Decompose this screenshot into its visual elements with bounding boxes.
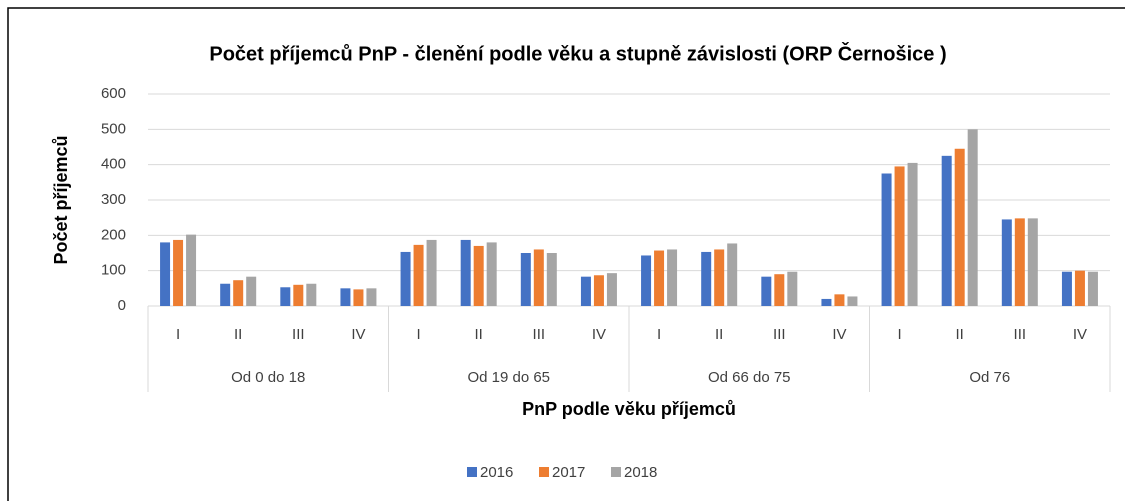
x-tick-label: II bbox=[234, 326, 242, 343]
bar bbox=[1074, 270, 1085, 306]
bar bbox=[160, 242, 171, 306]
legend-swatch bbox=[611, 467, 621, 477]
bar bbox=[353, 289, 364, 306]
x-tick-label: I bbox=[897, 326, 901, 343]
y-tick-label: 400 bbox=[101, 156, 126, 173]
bar bbox=[847, 296, 858, 306]
bar bbox=[533, 249, 544, 306]
bar bbox=[907, 162, 918, 306]
x-axis-title: PnP podle věku příjemců bbox=[522, 399, 736, 419]
bar bbox=[774, 274, 785, 306]
bar bbox=[246, 276, 257, 306]
y-tick-label: 0 bbox=[118, 297, 126, 314]
bar bbox=[821, 298, 832, 306]
bar bbox=[173, 239, 184, 306]
bar bbox=[366, 288, 377, 306]
bar bbox=[520, 253, 531, 306]
legend-swatch bbox=[467, 467, 477, 477]
bar bbox=[834, 294, 845, 306]
y-tick-label: 500 bbox=[101, 120, 126, 137]
bar bbox=[714, 249, 725, 306]
legend-label: 2018 bbox=[624, 464, 657, 481]
x-tick-label: III bbox=[773, 326, 786, 343]
bar bbox=[593, 275, 604, 306]
bar bbox=[667, 249, 678, 306]
bar bbox=[546, 253, 557, 306]
legend-label: 2016 bbox=[480, 464, 513, 481]
bar bbox=[413, 244, 424, 306]
bar bbox=[954, 148, 965, 306]
bar bbox=[787, 271, 798, 306]
bar bbox=[293, 284, 304, 306]
bar bbox=[941, 155, 952, 306]
group-label: Od 19 do 65 bbox=[467, 369, 550, 386]
bar bbox=[654, 250, 665, 306]
bar bbox=[1014, 218, 1025, 306]
x-tick-label: IV bbox=[832, 326, 846, 343]
bar bbox=[340, 288, 351, 306]
bar bbox=[460, 239, 471, 306]
group-label: Od 66 do 75 bbox=[708, 369, 791, 386]
x-tick-label: I bbox=[176, 326, 180, 343]
bar bbox=[606, 273, 617, 306]
bar bbox=[280, 287, 291, 306]
bar bbox=[641, 255, 652, 306]
bar bbox=[1027, 218, 1038, 306]
bar bbox=[761, 276, 772, 306]
bar bbox=[894, 166, 905, 306]
bar bbox=[1061, 271, 1072, 306]
bar bbox=[233, 280, 244, 306]
x-tick-label: IV bbox=[351, 326, 365, 343]
y-tick-label: 100 bbox=[101, 262, 126, 279]
y-axis-title: Počet příjemců bbox=[51, 135, 71, 264]
x-tick-label: IV bbox=[1073, 326, 1087, 343]
y-tick-label: 300 bbox=[101, 191, 126, 208]
bar bbox=[473, 245, 484, 306]
bar bbox=[186, 234, 197, 306]
bar bbox=[967, 129, 978, 306]
group-label: Od 76 bbox=[969, 369, 1010, 386]
bar bbox=[727, 243, 738, 306]
x-tick-label: III bbox=[1014, 326, 1027, 343]
x-tick-label: I bbox=[416, 326, 420, 343]
bar bbox=[306, 283, 317, 306]
chart-title: Počet příjemců PnP - členění podle věku … bbox=[209, 41, 946, 65]
bar bbox=[1087, 271, 1098, 306]
y-tick-label: 200 bbox=[101, 226, 126, 243]
x-tick-label: II bbox=[956, 326, 964, 343]
legend-label: 2017 bbox=[552, 464, 585, 481]
x-tick-label: I bbox=[657, 326, 661, 343]
x-tick-label: II bbox=[715, 326, 723, 343]
bar bbox=[486, 242, 497, 306]
bar bbox=[400, 251, 411, 306]
bar bbox=[220, 283, 231, 306]
group-label: Od 0 do 18 bbox=[231, 369, 305, 386]
bar bbox=[580, 276, 591, 306]
y-tick-label: 600 bbox=[101, 85, 126, 102]
bar bbox=[426, 239, 437, 306]
x-tick-label: IV bbox=[592, 326, 606, 343]
bar bbox=[1001, 219, 1012, 306]
bar bbox=[881, 173, 892, 306]
x-tick-label: III bbox=[533, 326, 546, 343]
bar bbox=[701, 251, 712, 306]
legend-swatch bbox=[539, 467, 549, 477]
x-tick-label: II bbox=[475, 326, 483, 343]
x-tick-label: III bbox=[292, 326, 305, 343]
